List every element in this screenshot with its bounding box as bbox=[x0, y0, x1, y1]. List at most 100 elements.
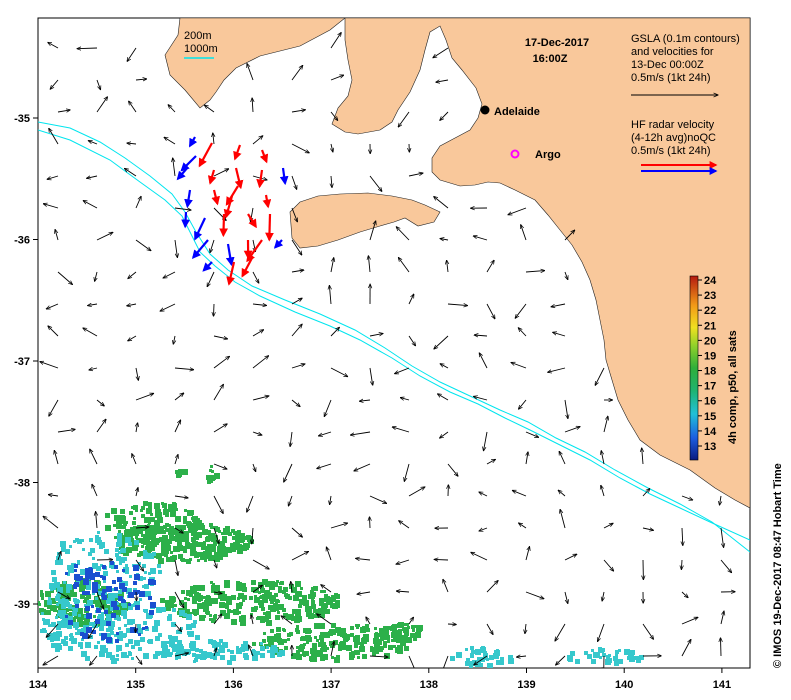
sst-pixel bbox=[283, 629, 286, 632]
sst-pixel bbox=[77, 619, 83, 625]
gsla-arrow bbox=[447, 304, 468, 306]
sst-pixel bbox=[123, 635, 126, 638]
sst-pixel bbox=[411, 625, 415, 629]
sst-pixel bbox=[111, 627, 114, 630]
sst-pixel bbox=[403, 635, 408, 640]
hf-radar-arrow bbox=[241, 257, 253, 278]
sst-pixel bbox=[312, 657, 317, 662]
gsla-arrow bbox=[174, 393, 184, 401]
sst-pixel bbox=[178, 554, 183, 559]
gsla-arrow bbox=[174, 591, 184, 608]
sst-pixel bbox=[52, 634, 57, 639]
sst-pixel bbox=[388, 645, 391, 648]
sst-pixel bbox=[126, 655, 129, 658]
sst-pixel bbox=[112, 588, 115, 591]
sst-pixel bbox=[100, 620, 106, 626]
sst-pixel bbox=[629, 656, 635, 662]
sst-pixel bbox=[179, 644, 183, 648]
sst-pixel bbox=[85, 574, 90, 579]
sst-pixel bbox=[162, 503, 167, 508]
sst-pixel bbox=[405, 638, 410, 643]
sst-pixel bbox=[184, 509, 187, 512]
sst-pixel bbox=[325, 609, 330, 614]
sst-pixel bbox=[320, 590, 323, 593]
sst-pixel bbox=[219, 639, 223, 643]
sst-pixel bbox=[92, 557, 95, 560]
gsla-arrow bbox=[288, 495, 293, 506]
gsla-arrow bbox=[88, 141, 98, 145]
sst-pixel bbox=[170, 551, 173, 554]
sst-pixel bbox=[152, 626, 158, 632]
sst-pixel bbox=[346, 645, 352, 651]
sst-pixel bbox=[294, 618, 299, 623]
x-tick-label: 140 bbox=[615, 679, 633, 691]
colorbar-tick-label: 19 bbox=[704, 350, 716, 362]
sst-pixel bbox=[111, 658, 117, 664]
gsla-arrow bbox=[207, 271, 215, 287]
sst-pixel bbox=[197, 559, 200, 562]
sst-pixel bbox=[223, 539, 227, 543]
gsla-arrow bbox=[474, 396, 488, 401]
sst-pixel bbox=[80, 582, 85, 587]
sst-pixel bbox=[81, 638, 84, 641]
sst-pixel bbox=[383, 641, 387, 645]
sst-pixel bbox=[189, 558, 192, 561]
sst-pixel bbox=[97, 531, 100, 534]
gsla-arrow bbox=[252, 527, 253, 544]
gsla-arrow bbox=[324, 399, 332, 417]
sst-pixel bbox=[605, 661, 608, 664]
sst-pixel bbox=[140, 509, 143, 512]
sst-pixel bbox=[384, 626, 389, 631]
sst-pixel bbox=[154, 503, 160, 509]
sst-pixel bbox=[415, 625, 418, 628]
sst-pixel bbox=[215, 652, 218, 655]
land-masses bbox=[150, 18, 750, 509]
sst-pixel bbox=[181, 558, 185, 562]
sst-pixel bbox=[122, 569, 125, 572]
sst-pixel bbox=[190, 524, 196, 530]
gsla-arrow bbox=[46, 303, 59, 309]
gsla-arrow bbox=[519, 399, 527, 409]
gsla-arrow bbox=[174, 527, 183, 533]
sst-pixel bbox=[209, 618, 212, 621]
sst-pixel bbox=[186, 624, 192, 630]
sst-pixel bbox=[341, 628, 346, 633]
sst-pixel bbox=[61, 610, 66, 615]
gsla-arrow bbox=[213, 335, 228, 339]
sst-pixel bbox=[624, 649, 630, 655]
sst-pixel bbox=[111, 566, 114, 569]
sst-pixel bbox=[175, 516, 181, 522]
sst-pixel bbox=[635, 656, 639, 660]
gsla-arrow bbox=[174, 368, 194, 370]
y-tick-label: -36 bbox=[14, 235, 30, 247]
x-tick-label: 137 bbox=[322, 679, 340, 691]
sst-pixel bbox=[398, 636, 404, 642]
sst-pixel bbox=[163, 509, 169, 515]
sst-pixel bbox=[112, 580, 116, 584]
sst-pixel bbox=[319, 635, 324, 640]
sst-pixel bbox=[102, 603, 107, 608]
gsla-arrow bbox=[174, 496, 188, 498]
sst-pixel bbox=[116, 632, 119, 635]
gsla-arrow bbox=[330, 33, 341, 49]
sst-pixel bbox=[105, 526, 108, 529]
sst-pixel bbox=[618, 660, 621, 663]
sst-pixel bbox=[57, 621, 61, 625]
sst-pixel bbox=[295, 628, 299, 632]
sst-pixel bbox=[593, 652, 599, 658]
gsla-arrow bbox=[330, 327, 339, 337]
sst-pixel bbox=[100, 564, 103, 567]
sst-pixel bbox=[230, 655, 236, 661]
gsla-arrow bbox=[96, 399, 104, 406]
gsla-arrow bbox=[252, 396, 269, 401]
sst-pixel bbox=[240, 537, 245, 542]
sst-pixel bbox=[354, 650, 357, 653]
sst-pixel bbox=[161, 607, 166, 612]
gsla-arrow bbox=[291, 239, 302, 255]
gsla-arrow bbox=[330, 111, 338, 120]
sst-pixel bbox=[62, 598, 68, 604]
sst-pixel bbox=[211, 589, 215, 593]
sst-pixel bbox=[163, 535, 168, 540]
sst-pixel bbox=[162, 550, 168, 556]
sst-pixel bbox=[479, 663, 483, 667]
